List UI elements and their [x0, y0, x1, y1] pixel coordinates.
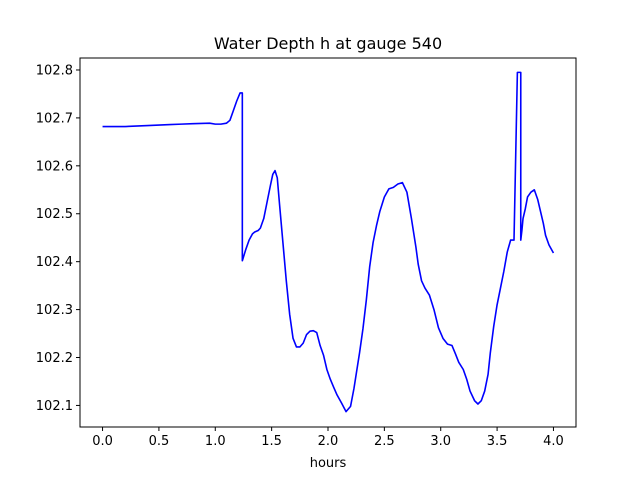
- y-tick-label: 102.1: [36, 399, 73, 414]
- y-tick-label: 102.7: [36, 111, 73, 126]
- x-tick-label: 3.0: [430, 434, 451, 449]
- x-axis-ticks: 0.0 0.5 1.0 1.5 2.0 2.5 3.0 3.5 4.0: [92, 427, 564, 449]
- y-tick-label: 102.4: [36, 255, 73, 270]
- chart-title: Water Depth h at gauge 540: [214, 34, 442, 53]
- y-tick-label: 102.8: [36, 63, 73, 78]
- x-tick-label: 0.5: [149, 434, 170, 449]
- y-axis-ticks: 102.1 102.2 102.3 102.4 102.5 102.6 102.7 102.8: [36, 63, 80, 414]
- series-line-0: [102, 71, 555, 413]
- x-tick-label: 1.5: [261, 434, 282, 449]
- y-tick-label: 102.6: [36, 159, 73, 174]
- x-tick-label: 1.0: [205, 434, 226, 449]
- x-tick-label: 0.0: [92, 434, 113, 449]
- y-tick-label: 102.2: [36, 351, 73, 366]
- x-axis-label: hours: [310, 456, 347, 471]
- x-tick-label: 3.5: [487, 434, 508, 449]
- x-tick-label: 2.5: [374, 434, 395, 449]
- y-tick-label: 102.3: [36, 303, 73, 318]
- x-tick-label: 2.0: [318, 434, 339, 449]
- y-tick-label: 102.5: [36, 207, 73, 222]
- x-tick-label: 4.0: [543, 434, 564, 449]
